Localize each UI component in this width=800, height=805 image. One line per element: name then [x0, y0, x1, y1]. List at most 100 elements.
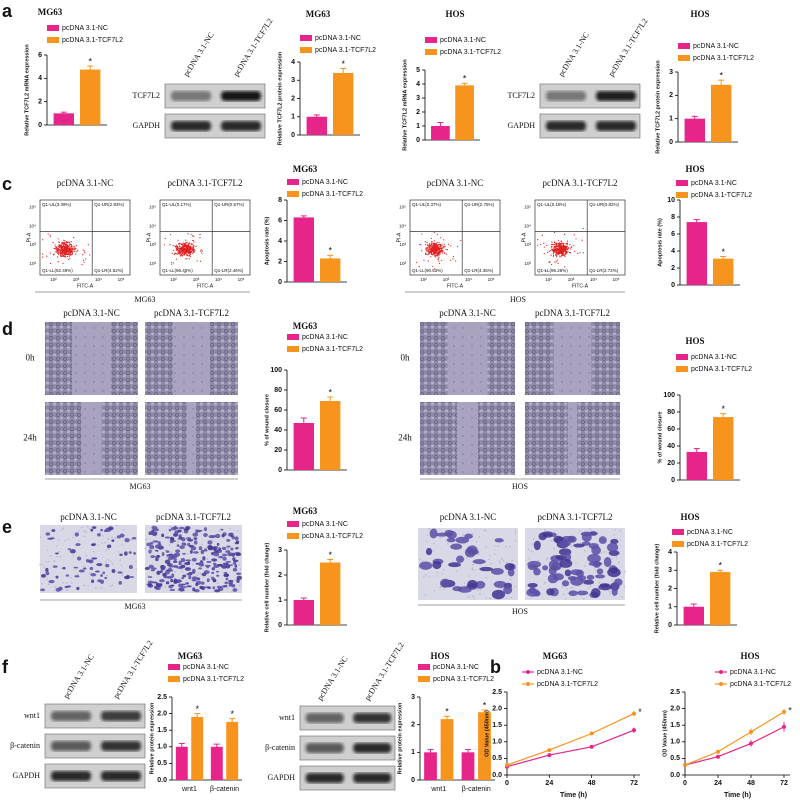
flow-x-label: FITC-A: [77, 283, 94, 289]
invaded-cell: [156, 583, 163, 588]
chart-title: HOS: [680, 512, 699, 522]
flow-event: [185, 242, 187, 244]
flow-event: [564, 253, 566, 255]
y-axis-label: Relative protein expression: [397, 702, 403, 774]
flow-event: [582, 252, 584, 254]
invaded-cell: [179, 545, 185, 550]
y-axis-label: Relative protein expression: [149, 702, 155, 774]
flow-event: [548, 250, 550, 253]
significance-mark: *: [721, 247, 725, 257]
lane-label: pcDNA 3.1-TCF7L2: [363, 641, 406, 702]
flow-event: [73, 236, 75, 239]
flow-event: [185, 252, 187, 254]
flow-event: [68, 258, 70, 261]
flow-event: [450, 259, 452, 261]
quadrant-label: Q1-UR(2.75%): [464, 202, 494, 207]
legend-swatch: [168, 664, 180, 670]
y-tick-label: 5: [416, 67, 420, 74]
flow-event: [554, 242, 556, 244]
flow-event: [54, 247, 56, 250]
flow-event: [425, 243, 427, 246]
flow-event: [82, 249, 84, 251]
flow-event: [56, 256, 59, 258]
flow-event: [424, 241, 426, 243]
panel-letter: c: [2, 174, 12, 194]
invaded-cell: [235, 547, 239, 550]
legend-swatch: [287, 179, 299, 185]
flow-event: [430, 237, 433, 240]
invaded-cell: [198, 563, 205, 567]
membrane-pore: [433, 589, 436, 592]
bar: [713, 417, 734, 480]
flow-event: [566, 245, 568, 247]
significance-mark: *: [463, 74, 467, 84]
invaded-cell: [74, 575, 80, 578]
membrane-pore: [187, 552, 189, 555]
bar: [210, 746, 223, 780]
flow-event: [181, 255, 183, 257]
blot-band: [221, 121, 261, 131]
flow-event: [185, 245, 187, 247]
bar: [191, 716, 204, 780]
quadrant-label: Q1-LR(2.46%): [214, 268, 244, 273]
invaded-cell: [491, 589, 506, 600]
flow-event: [69, 257, 71, 259]
membrane-pore: [53, 559, 56, 562]
flow-event: [565, 250, 567, 252]
flow-event: [555, 256, 558, 258]
flow-event: [180, 243, 182, 245]
membrane-pore: [433, 542, 435, 545]
flow-event: [435, 249, 437, 251]
invaded-cell: [78, 569, 85, 573]
invaded-cell: [211, 567, 215, 571]
y-tick-label: 1: [411, 749, 415, 756]
flow-event: [446, 249, 449, 251]
y-tick-label: 2: [278, 572, 282, 579]
invaded-cell: [199, 561, 204, 565]
flow-event: [57, 252, 59, 255]
flow-frame: [534, 199, 626, 276]
membrane-pore: [485, 597, 488, 599]
flow-event: [188, 258, 190, 260]
membrane-pore: [423, 575, 425, 578]
flow-event: [564, 251, 567, 253]
y-tick-label: 1.5: [492, 722, 502, 729]
y-tick-label: 1: [278, 597, 282, 604]
membrane-pore: [39, 563, 41, 566]
invaded-cell: [47, 537, 54, 540]
membrane-pore: [532, 538, 535, 540]
flow-event: [426, 247, 428, 250]
flow-event: [425, 249, 428, 251]
invaded-cell: [129, 576, 135, 578]
membrane-pore: [570, 545, 573, 548]
membrane-pore: [227, 548, 230, 551]
invaded-cell: [192, 532, 199, 537]
flow-event: [557, 262, 559, 265]
flow-event: [443, 252, 445, 254]
membrane-pore: [571, 586, 573, 589]
flow-event: [169, 244, 171, 246]
flow-event: [433, 247, 436, 249]
y-axis-label: Relative TCF7L2 mRNA expression: [402, 59, 408, 151]
invaded-cell: [611, 586, 618, 596]
invaded-cell: [555, 555, 567, 560]
membrane-pore: [206, 558, 209, 560]
flow-event: [434, 255, 436, 257]
membrane-pore: [561, 586, 563, 588]
y-tick-label: 2.0: [670, 705, 680, 712]
membrane-pore: [41, 582, 43, 585]
blot-band: [546, 121, 586, 131]
membrane-pore: [514, 530, 517, 532]
y-tick-label: 1: [416, 123, 420, 130]
blot-band: [101, 711, 141, 721]
membrane-pore: [443, 588, 445, 590]
flow-event: [57, 247, 59, 250]
invaded-cell: [166, 554, 172, 557]
invaded-cell: [236, 578, 240, 584]
invaded-cell: [100, 528, 103, 532]
membrane-pore: [192, 543, 195, 545]
legend-label: pcDNA 3.1-NC: [730, 669, 776, 676]
flow-event: [558, 245, 560, 247]
invaded-cell: [595, 574, 606, 579]
legend-swatch: [678, 55, 690, 61]
